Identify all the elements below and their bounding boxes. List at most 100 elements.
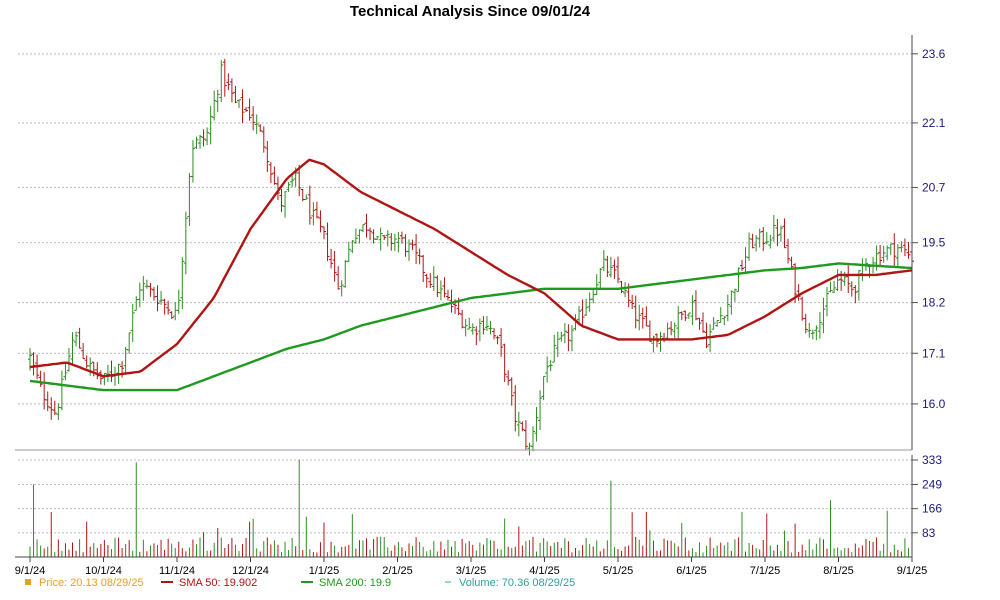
ohlc-bar <box>633 295 638 329</box>
ohlc-bar <box>144 279 149 289</box>
ohlc-bar <box>385 230 390 247</box>
ohlc-bar <box>899 241 904 253</box>
ohlc-bar <box>817 312 822 339</box>
volume-tick-label: 83 <box>922 526 936 540</box>
ohlc-bar <box>212 90 217 121</box>
ohlc-bar <box>906 242 911 259</box>
ohlc-bar <box>796 284 801 301</box>
ohlc-bar <box>155 285 160 312</box>
ohlc-bar <box>31 352 36 376</box>
ohlc-bar <box>577 305 582 326</box>
ohlc-bar <box>322 226 326 240</box>
ohlc-bar <box>226 73 231 91</box>
ohlc-bar <box>268 161 273 184</box>
ohlc-bar <box>180 257 185 310</box>
ohlc-bar <box>608 256 613 278</box>
ohlc-bar <box>88 357 93 376</box>
ohlc-bar <box>275 176 280 201</box>
ohlc-bar <box>343 259 348 288</box>
ohlc-bar <box>208 105 213 145</box>
ohlc-bar <box>286 182 291 192</box>
ohlc-bar <box>771 214 776 242</box>
ohlc-bar <box>552 334 557 363</box>
ohlc-bar <box>803 313 808 334</box>
legend-label: Volume: 70.36 08/29/25 <box>459 577 575 589</box>
ohlc-bar <box>360 224 365 233</box>
ohlc-bar <box>761 227 766 251</box>
ohlc-bar <box>63 363 68 381</box>
ohlc-bar <box>297 164 302 197</box>
ohlc-bar <box>339 280 344 297</box>
ohlc-bar <box>105 364 110 383</box>
x-tick-label: 4/1/25 <box>529 565 560 577</box>
ohlc-bar <box>541 375 546 401</box>
ohlc-bar <box>290 175 295 188</box>
ohlc-bar <box>325 222 330 262</box>
ohlc-bar <box>187 173 192 226</box>
ohlc-bar <box>49 397 54 420</box>
ohlc-bar <box>683 310 688 322</box>
ohlc-bar <box>176 289 181 315</box>
ohlc-bar <box>878 244 883 266</box>
volume-y-axis: 333 249 166 83 <box>912 453 942 540</box>
ohlc-bar <box>236 99 241 108</box>
ohlc-bar <box>463 319 468 337</box>
x-tick-label: 9/1/25 <box>897 565 928 577</box>
legend-marker-square <box>25 579 31 585</box>
ohlc-bar <box>45 391 50 412</box>
volume-tick-label: 166 <box>922 502 942 516</box>
ohlc-bar <box>676 306 681 339</box>
ohlc-bar <box>828 281 833 293</box>
ohlc-bar <box>885 245 890 261</box>
sma200-line <box>29 262 913 392</box>
ohlc-bar <box>166 300 171 315</box>
price-tick-label: 19.5 <box>922 236 946 250</box>
ohlc-bar <box>229 78 234 103</box>
ohlc-bar <box>732 288 737 302</box>
ohlc-bar <box>98 370 103 385</box>
ohlc-bar <box>318 210 323 233</box>
ohlc-bar <box>244 107 249 112</box>
ohlc-bar <box>644 306 649 327</box>
ohlc-bar <box>364 213 369 238</box>
x-tick-label: 8/1/25 <box>823 565 854 577</box>
ohlc-bar <box>56 403 61 421</box>
ohlc-bar <box>672 322 677 339</box>
ohlc-bar <box>134 296 139 311</box>
ohlc-bar <box>470 323 475 335</box>
ohlc-bar <box>686 312 691 319</box>
ohlc-bar <box>580 299 585 328</box>
ohlc-bar <box>506 370 511 386</box>
ohlc-bar <box>169 311 174 319</box>
ohlc-bar <box>530 426 535 452</box>
ohlc-bar <box>789 256 794 269</box>
ohlc-bar <box>502 343 507 382</box>
ohlc-bar <box>736 267 741 292</box>
ohlc-bar <box>594 274 599 295</box>
ohlc-bar <box>396 231 401 253</box>
ohlc-bar <box>739 260 744 271</box>
x-tick-label: 9/1/24 <box>15 565 46 577</box>
ohlc-bar <box>190 140 195 183</box>
ohlc-bar <box>757 228 762 248</box>
ohlc-bar <box>371 229 376 244</box>
ohlc-bar <box>272 166 277 185</box>
ohlc-bar <box>566 324 571 352</box>
ohlc-bar <box>849 281 854 297</box>
x-tick-label: 2/1/25 <box>382 565 413 577</box>
ohlc-bar <box>382 235 387 240</box>
ohlc-bar <box>665 322 670 341</box>
ohlc-bar <box>95 362 100 380</box>
x-tick-label: 5/1/25 <box>603 565 634 577</box>
ohlc-bar <box>201 129 206 147</box>
legend: Price: 20.13 08/29/25 SMA 50: 19.902 SMA 2… <box>25 577 575 589</box>
ohlc-bar <box>474 326 479 346</box>
ohlc-bar <box>768 234 773 249</box>
ohlc-bar <box>860 258 865 281</box>
ohlc-bar <box>545 356 550 383</box>
volume-tick-label: 249 <box>922 477 942 491</box>
ohlc-bar <box>555 331 560 358</box>
ohlc-bar <box>690 295 695 326</box>
ohlc-bar <box>584 298 589 316</box>
ohlc-bar <box>637 304 642 331</box>
